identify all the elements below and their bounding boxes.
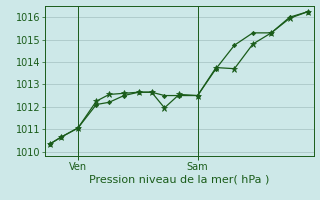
- X-axis label: Pression niveau de la mer( hPa ): Pression niveau de la mer( hPa ): [89, 174, 269, 184]
